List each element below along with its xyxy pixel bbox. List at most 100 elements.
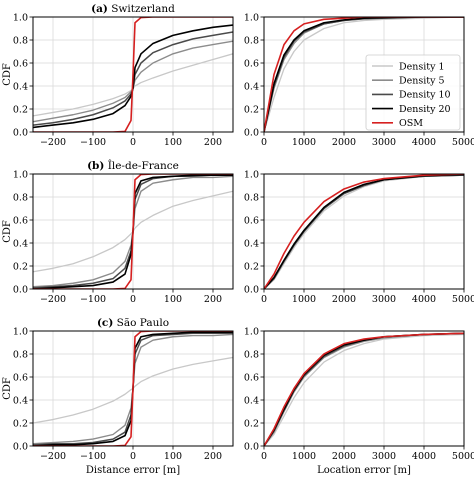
y-tick-label: 0.0 [244, 284, 259, 295]
x-tick-label: 2000 [332, 451, 356, 462]
x-tick-label: −100 [80, 137, 106, 148]
panel-name: São Paulo [113, 317, 169, 329]
y-tick-label: 0.4 [244, 238, 259, 249]
y-tick-label: 0.4 [244, 81, 259, 92]
x-tick-label: −200 [40, 294, 66, 305]
series-line-density-1 [264, 174, 464, 289]
panel-label: (c) [97, 317, 113, 329]
x-tick-label: 100 [164, 451, 182, 462]
series-line-density-1 [264, 333, 464, 446]
chart-panel-5: −200 −100 0 100 200 0.0 0.2 0.4 0.6 0.8 1.0 (c) São… [2, 317, 234, 476]
series-line-osm [33, 17, 233, 132]
series-line-density-5 [264, 174, 464, 289]
series-line-osm [264, 174, 464, 289]
y-tick-label: 1.0 [244, 326, 259, 337]
y-tick-label: 0.2 [244, 261, 259, 272]
panel-label: (b) [87, 160, 104, 172]
y-tick-label: 1.0 [244, 12, 259, 23]
x-tick-label: 5000 [452, 294, 474, 305]
plot-frame [263, 16, 465, 133]
x-tick-label: 5000 [452, 137, 474, 148]
y-tick-label: 0.6 [13, 215, 28, 226]
y-tick-label: 0.6 [13, 58, 28, 69]
series-line-density-1 [264, 17, 464, 132]
x-tick-label: 3000 [372, 137, 396, 148]
panel-title: (a) Switzerland [91, 3, 175, 15]
y-tick-label: 0.6 [244, 372, 259, 383]
y-tick-label: 1.0 [244, 169, 259, 180]
legend: Density 1 Density 5 Density 10 Density 20 OS… [365, 54, 461, 131]
x-tick-label: 200 [204, 294, 222, 305]
y-tick-label: 0.8 [244, 192, 259, 203]
legend-item: Density 20 [372, 104, 451, 115]
x-tick-label: −100 [80, 451, 106, 462]
legend-label: Density 20 [399, 104, 451, 115]
panel-label: (a) [91, 3, 108, 15]
y-axis-title: CDF [2, 220, 13, 243]
series-line-density-20 [264, 174, 464, 289]
x-tick-label: −200 [40, 137, 66, 148]
chart-panel-1: −200 −100 0 100 200 0.0 0.2 0.4 0.6 0.8 1.0 (a) Swi… [2, 3, 234, 148]
panel-name: Île-de-France [104, 158, 179, 172]
series-group [33, 17, 233, 132]
panel-name: Switzerland [108, 3, 175, 15]
y-tick-label: 0.0 [244, 441, 259, 452]
y-axis-title: CDF [2, 377, 13, 400]
y-tick-label: 0.0 [244, 127, 259, 138]
x-axis-title: Location error [m] [317, 465, 411, 476]
y-tick-label: 0.8 [244, 349, 259, 360]
series-group [33, 174, 233, 289]
y-tick-label: 0.4 [13, 238, 28, 249]
series-group [264, 174, 464, 289]
x-tick-label: 200 [204, 451, 222, 462]
y-tick-label: 0.2 [13, 261, 28, 272]
series-line-osm [264, 17, 464, 132]
chart-panel-6: 0 1000 2000 3000 4000 5000 0.0 0.2 0.4 0.6 0.8 1.0 L… [244, 326, 474, 476]
x-tick-label: 2000 [332, 137, 356, 148]
x-tick-label: 4000 [412, 451, 436, 462]
legend-item: OSM [372, 118, 423, 129]
y-tick-label: 0.4 [244, 395, 259, 406]
legend-item: Density 10 [372, 90, 451, 101]
chart-panel-4: 0 1000 2000 3000 4000 5000 0.0 0.2 0.4 0.6 0.8 1.0 [244, 169, 474, 305]
x-tick-label: −100 [80, 294, 106, 305]
panel-title: (c) São Paulo [97, 317, 169, 329]
y-tick-label: 0.0 [13, 441, 28, 452]
panel-title: (b) Île-de-France [87, 158, 179, 172]
x-tick-label: 0 [130, 451, 136, 462]
y-tick-label: 0.4 [13, 81, 28, 92]
x-axis-title: Distance error [m] [86, 465, 180, 476]
y-axis-title: CDF [2, 63, 13, 86]
y-tick-label: 0.8 [13, 192, 28, 203]
y-tick-label: 0.2 [244, 104, 259, 115]
y-tick-label: 0.2 [13, 418, 28, 429]
y-tick-label: 1.0 [13, 169, 28, 180]
legend-box [365, 54, 461, 131]
x-tick-label: 1000 [292, 451, 316, 462]
x-tick-label: 1000 [292, 294, 316, 305]
y-tick-label: 0.4 [13, 395, 28, 406]
x-tick-label: 0 [261, 294, 267, 305]
x-tick-label: 0 [261, 137, 267, 148]
y-tick-label: 0.0 [13, 284, 28, 295]
series-line-osm [264, 332, 464, 446]
x-tick-label: 100 [164, 137, 182, 148]
x-tick-label: 1000 [292, 137, 316, 148]
y-tick-label: 0.2 [244, 418, 259, 429]
legend-label: Density 5 [399, 76, 445, 87]
y-tick-label: 0.6 [13, 372, 28, 383]
series-line-osm [33, 331, 233, 446]
y-tick-label: 0.8 [244, 35, 259, 46]
y-tick-label: 0.2 [13, 104, 28, 115]
series-group [33, 331, 233, 446]
chart-panel-3: −200 −100 0 100 200 0.0 0.2 0.4 0.6 0.8 1.0 (b) Île… [2, 158, 234, 305]
x-tick-label: 4000 [412, 137, 436, 148]
y-tick-label: 0.6 [244, 58, 259, 69]
x-tick-label: 0 [130, 294, 136, 305]
plot-frame [263, 330, 465, 447]
x-tick-label: −200 [40, 451, 66, 462]
series-line-density-10 [264, 174, 464, 289]
x-tick-label: 3000 [372, 451, 396, 462]
plot-frame [263, 173, 465, 290]
